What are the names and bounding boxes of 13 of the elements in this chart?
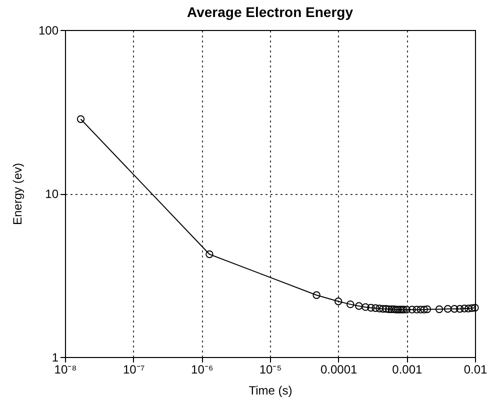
x-tick-label: 10⁻⁷ bbox=[122, 362, 145, 376]
x-tick-label: 0.001 bbox=[392, 362, 423, 376]
x-tick-label: 0.01 bbox=[464, 362, 488, 376]
y-tick-label: 100 bbox=[38, 24, 59, 38]
x-tick-label: 10⁻⁵ bbox=[259, 362, 282, 376]
x-tick-label: 10⁻⁶ bbox=[191, 362, 214, 376]
y-tick-label: 10 bbox=[45, 187, 59, 201]
y-tick-label: 1 bbox=[52, 350, 59, 364]
y-axis-title: Energy (ev) bbox=[10, 162, 24, 226]
x-tick-label: 10⁻⁸ bbox=[54, 362, 77, 376]
x-axis-title: Time (s) bbox=[248, 384, 292, 398]
chart-title: Average Electron Energy bbox=[187, 4, 354, 20]
x-tick-label: 0.0001 bbox=[320, 362, 358, 376]
